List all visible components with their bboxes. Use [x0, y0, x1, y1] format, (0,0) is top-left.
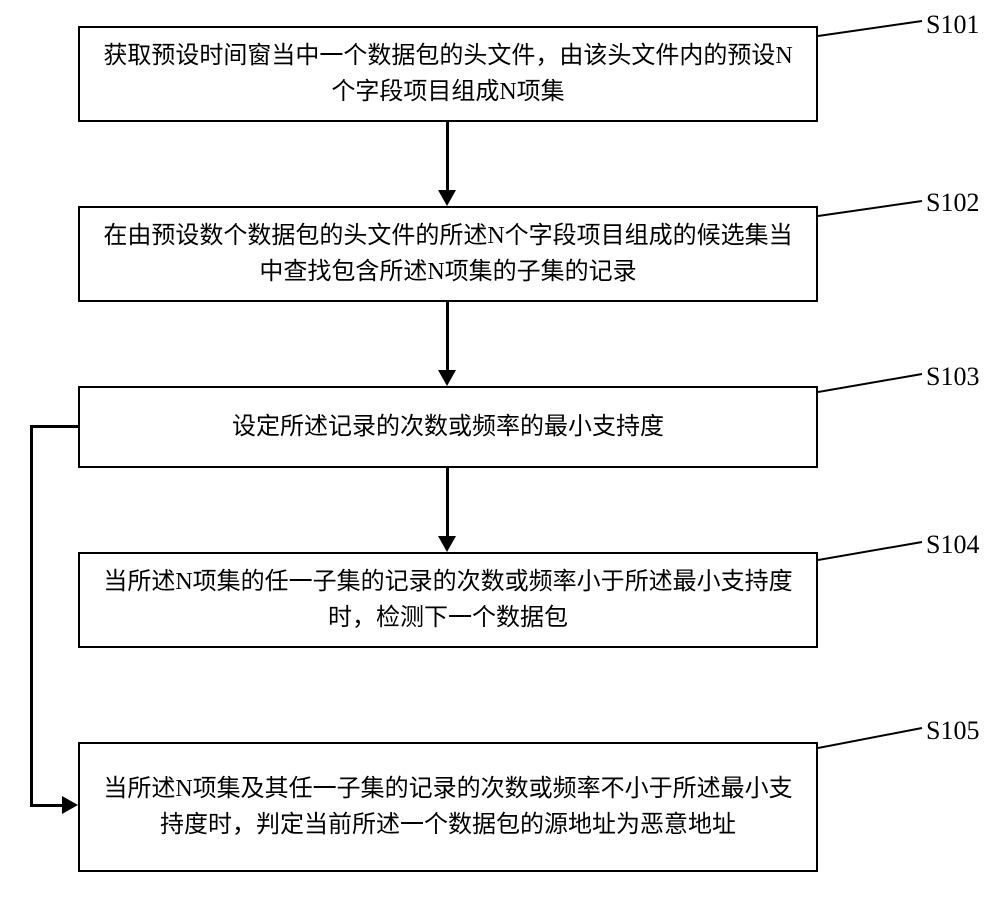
step-s102-box: 在由预设数个数据包的头文件的所述N个字段项目组成的候选集当中查找包含所述N项集的… [78, 206, 818, 302]
arrow-head-s101-s102 [438, 190, 456, 206]
arrow-s102-s103 [446, 302, 449, 372]
step-s103-label: S103 [926, 362, 979, 392]
arrow-s101-s102 [446, 122, 449, 192]
arrow-head-s102-s103 [438, 370, 456, 386]
step-s101-text: 获取预设时间窗当中一个数据包的头文件，由该头文件内的预设N个字段项目组成N项集 [100, 38, 796, 110]
leader-s105 [818, 720, 928, 754]
step-s105-label: S105 [926, 716, 979, 746]
leader-s104 [818, 534, 928, 566]
side-arrow-h2 [30, 804, 64, 807]
step-s101-label: S101 [926, 10, 979, 40]
leader-s103 [818, 366, 928, 398]
side-arrow-h1 [30, 425, 78, 428]
step-s103-text: 设定所述记录的次数或频率的最小支持度 [232, 409, 664, 445]
leader-s102 [818, 194, 928, 224]
arrow-s103-s104 [446, 468, 449, 538]
step-s104-label: S104 [926, 530, 979, 560]
step-s104-box: 当所述N项集的任一子集的记录的次数或频率小于所述最小支持度时，检测下一个数据包 [78, 552, 818, 648]
step-s104-text: 当所述N项集的任一子集的记录的次数或频率小于所述最小支持度时，检测下一个数据包 [100, 564, 796, 636]
step-s102-text: 在由预设数个数据包的头文件的所述N个字段项目组成的候选集当中查找包含所述N项集的… [100, 218, 796, 290]
leader-s101 [818, 14, 928, 44]
arrow-head-s103-s104 [438, 536, 456, 552]
step-s101-box: 获取预设时间窗当中一个数据包的头文件，由该头文件内的预设N个字段项目组成N项集 [78, 26, 818, 122]
side-arrow-v [30, 425, 33, 806]
step-s105-box: 当所述N项集及其任一子集的记录的次数或频率不小于所述最小支持度时，判定当前所述一… [78, 742, 818, 872]
step-s105-text: 当所述N项集及其任一子集的记录的次数或频率不小于所述最小支持度时，判定当前所述一… [100, 771, 796, 843]
step-s103-box: 设定所述记录的次数或频率的最小支持度 [78, 386, 818, 468]
flowchart-container: 获取预设时间窗当中一个数据包的头文件，由该头文件内的预设N个字段项目组成N项集 … [0, 0, 1000, 923]
side-arrow-head [62, 796, 78, 814]
step-s102-label: S102 [926, 188, 979, 218]
